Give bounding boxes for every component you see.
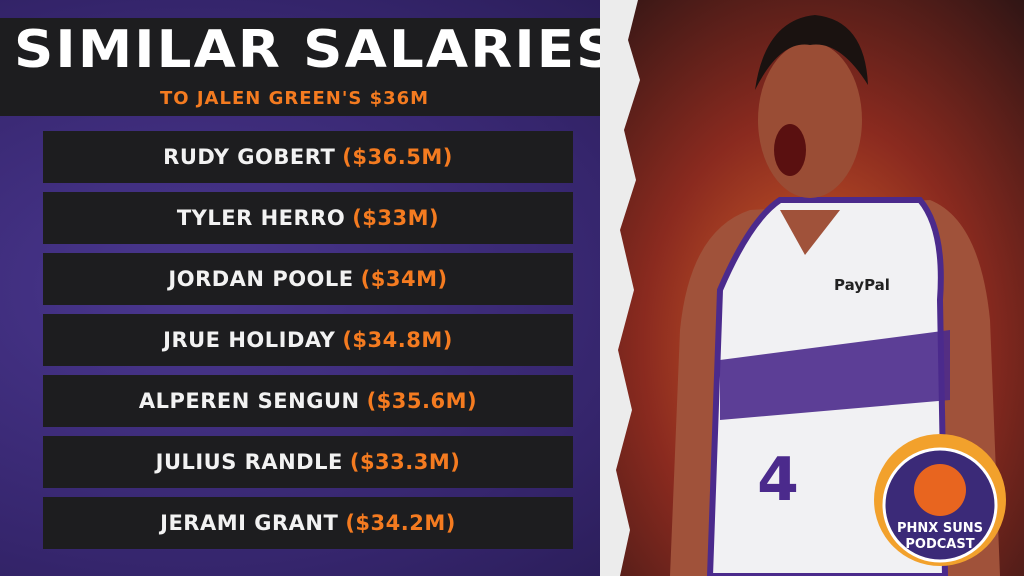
player-name: JRUE HOLIDAY — [163, 328, 336, 352]
torn-edge — [600, 0, 640, 576]
jersey-stripe — [720, 330, 950, 420]
logo-ball — [914, 464, 966, 516]
player-name: JERAMI GRANT — [160, 511, 339, 535]
hair — [755, 15, 868, 90]
neck — [780, 210, 840, 255]
salary-row: JORDAN POOLE ($34M) — [43, 253, 573, 305]
head — [758, 42, 862, 198]
salary-row: TYLER HERRO ($33M) — [43, 192, 573, 244]
player-name: ALPEREN SENGUN — [138, 389, 360, 413]
player-salary: ($34M) — [360, 267, 448, 291]
jersey-sponsor: PayPal — [834, 276, 890, 294]
jersey-number: 4 — [757, 445, 799, 515]
salary-row: ALPEREN SENGUN ($35.6M) — [43, 375, 573, 427]
player-salary: ($36.5M) — [342, 145, 453, 169]
player-photo: PayPal 4 PHNX SUNS PODCAST — [600, 0, 1024, 576]
player-name: JULIUS RANDLE — [155, 450, 343, 474]
player-salary: ($34.8M) — [342, 328, 453, 352]
salary-row: JRUE HOLIDAY ($34.8M) — [43, 314, 573, 366]
player-salary: ($33.3M) — [349, 450, 461, 474]
title: SIMILAR SALARIES — [14, 20, 618, 80]
logo-line1: PHNX SUNS — [897, 521, 983, 536]
player-salary: ($34.2M) — [345, 511, 456, 535]
player-name: TYLER HERRO — [176, 206, 346, 230]
player-name: RUDY GOBERT — [163, 145, 336, 169]
salary-row: RUDY GOBERT ($36.5M) — [43, 131, 573, 183]
player-salary: ($35.6M) — [366, 389, 478, 413]
mouth — [774, 124, 806, 176]
salary-row: JULIUS RANDLE ($33.3M) — [43, 436, 573, 488]
player-salary: ($33M) — [352, 206, 440, 230]
title-bar — [0, 18, 615, 116]
player-name: JORDAN POOLE — [168, 267, 354, 291]
subtitle: TO JALEN GREEN'S $36M — [160, 88, 430, 109]
logo-line2: PODCAST — [905, 537, 974, 552]
salary-row: JERAMI GRANT ($34.2M) — [43, 497, 573, 549]
